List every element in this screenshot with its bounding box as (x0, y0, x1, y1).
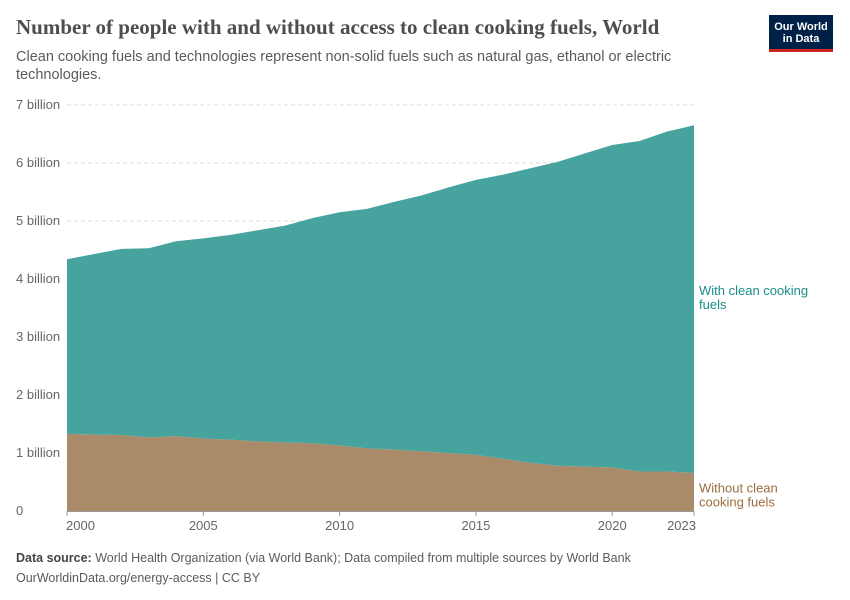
logo-line2: in Data (782, 33, 820, 45)
owid-logo[interactable]: Our World in Data (769, 15, 833, 52)
series-label-line1: Without clean (699, 481, 778, 496)
series-label-line2: fuels (699, 297, 727, 312)
footer-link[interactable]: OurWorldinData.org/energy-access | CC BY (16, 571, 261, 585)
x-tick-label: 2005 (189, 518, 218, 533)
y-tick-label: 3 billion (16, 329, 60, 344)
x-tick-label: 2023 (667, 518, 696, 533)
area-without (67, 433, 694, 511)
series-label-line2: cooking fuels (699, 495, 775, 510)
y-tick-label: 5 billion (16, 213, 60, 228)
y-tick-label: 7 billion (16, 97, 60, 112)
x-tick-label: 2015 (461, 518, 490, 533)
logo-line1: Our World (774, 21, 828, 33)
y-tick-label: 2 billion (16, 387, 60, 402)
footer: Data source: World Health Organization (… (16, 548, 631, 588)
chart-subtitle: Clean cooking fuels and technologies rep… (16, 49, 672, 83)
source-text: World Health Organization (via World Ban… (91, 551, 631, 565)
y-tick-label: 0 (16, 503, 23, 518)
chart-title: Number of people with and without access… (16, 15, 660, 39)
source-label: Data source: (16, 551, 92, 565)
y-tick-label: 1 billion (16, 445, 60, 460)
x-tick-label: 2020 (598, 518, 627, 533)
data-source: Data source: World Health Organization (… (16, 548, 631, 568)
x-tick-label: 2010 (325, 518, 354, 533)
series-label-line1: With clean cooking (699, 283, 808, 298)
area-with (67, 125, 694, 473)
y-tick-label: 4 billion (16, 271, 60, 286)
x-tick-label: 2000 (66, 518, 95, 533)
y-tick-label: 6 billion (16, 155, 60, 170)
